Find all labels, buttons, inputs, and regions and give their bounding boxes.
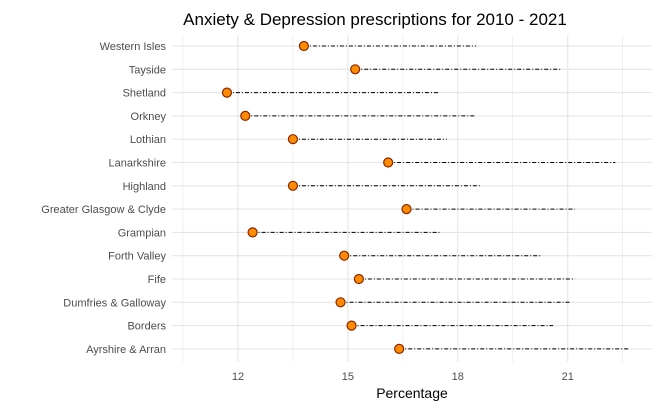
x-tick-label: 15 [342, 371, 354, 383]
category-label: Dumfries & Galloway [63, 297, 166, 309]
x-tick-label: 12 [232, 371, 244, 383]
category-labels: Western Isles Tayside Shetland Orkney Lothia… [41, 41, 166, 356]
start-point [383, 157, 394, 168]
start-point [298, 40, 310, 52]
category-label: Fife [148, 274, 166, 286]
category-label: Western Isles [100, 41, 167, 53]
category-label: Forth Valley [108, 251, 166, 263]
point-layer [221, 40, 412, 354]
category-label: Tayside [129, 64, 166, 76]
start-point [287, 180, 299, 191]
start-point [335, 297, 346, 308]
category-label: Highland [123, 181, 166, 193]
start-point [353, 273, 364, 285]
start-point [247, 227, 258, 238]
start-point [346, 320, 357, 331]
start-point [339, 250, 350, 261]
category-label: Orkney [131, 111, 167, 123]
start-point [240, 110, 251, 122]
x-tick-labels: 12 15 18 21 [232, 371, 574, 383]
category-label: Lothian [130, 134, 166, 146]
x-axis-title: Percentage [376, 385, 448, 401]
start-point [350, 64, 361, 75]
start-point [394, 343, 405, 354]
chart-title: Anxiety & Depression prescriptions for 2… [183, 10, 567, 29]
category-label: Borders [127, 321, 166, 333]
category-label: Shetland [123, 88, 166, 100]
category-label: Grampian [118, 227, 166, 239]
x-tick-label: 18 [452, 371, 464, 383]
start-point [401, 204, 412, 215]
category-label: Greater Glasgow & Clyde [41, 204, 166, 216]
start-point [221, 87, 233, 98]
segment-layer [226, 45, 631, 350]
x-tick-label: 21 [562, 371, 574, 383]
category-label: Ayrshire & Arran [86, 344, 166, 356]
category-label: Lanarkshire [109, 158, 166, 170]
start-point [287, 134, 299, 145]
